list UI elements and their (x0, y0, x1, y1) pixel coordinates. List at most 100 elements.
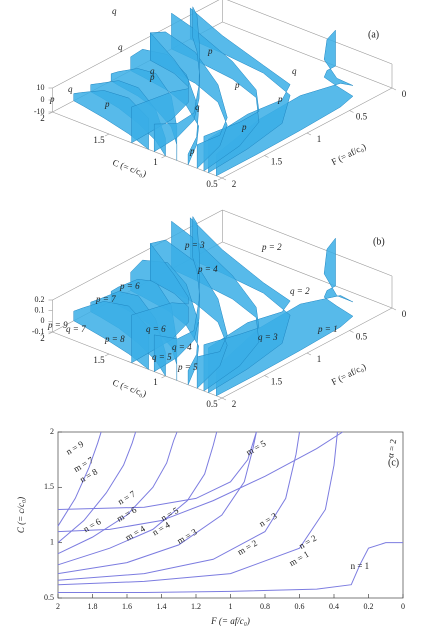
y-tick (306, 352, 312, 356)
x-tick (217, 397, 223, 401)
z-tick-label: -0.1 (32, 327, 45, 336)
dispersion-curve (58, 542, 403, 593)
annotation: p (149, 72, 155, 82)
box-edge (52, 331, 223, 399)
annotation: q = 6 (146, 324, 166, 334)
box-edge (226, 0, 393, 65)
curve-label: n = 1 (351, 561, 370, 571)
annotation: p = 5 (177, 362, 198, 372)
annotation: p (49, 94, 55, 104)
x-tick (161, 375, 166, 379)
x-tick-label: 1 (153, 157, 158, 167)
surface-ribbon (131, 31, 189, 144)
panel-label: (b) (373, 236, 385, 247)
x-tick-label: 1.4 (157, 602, 167, 611)
annotation: q = 2 (290, 286, 310, 296)
annotation: q = 3 (258, 332, 278, 342)
y-axis-label: F (= af/c₀) (330, 361, 368, 387)
curve-label: n = 2 (297, 533, 318, 551)
y-tick (264, 155, 269, 158)
y-tick-label: 0 (402, 309, 407, 319)
annotation: p (277, 94, 283, 104)
x-tick-label: 1.6 (122, 602, 132, 611)
annotation: p (241, 122, 247, 132)
curve-label: n = 7 (116, 488, 138, 506)
x-tick-label: 0.8 (260, 602, 270, 611)
y-tick-label: 1 (317, 134, 322, 144)
surface-ribbon (153, 215, 200, 373)
dispersion-curve (57, 431, 300, 581)
x-tick (104, 353, 110, 357)
dispersion-curve (57, 431, 137, 544)
y-tick (221, 397, 227, 401)
y-tick (349, 110, 354, 113)
y-tick (349, 330, 354, 333)
dispersion-curve (57, 431, 218, 566)
annotation: p (189, 146, 195, 156)
x-tick-label: 0.4 (329, 602, 339, 611)
x-tick-label: 2 (40, 333, 45, 343)
y-tick-label: 0 (402, 89, 407, 99)
surface-ribbon (73, 90, 149, 150)
y-tick-label: 2 (232, 399, 237, 409)
y-tick-label: 0.5 (356, 332, 368, 342)
surface-ribbon (73, 301, 149, 370)
y-tick-label: 1.5 (271, 157, 283, 167)
annotation: p = 2 (261, 242, 282, 252)
curve-label: α = 2 (385, 438, 398, 458)
y-tick (391, 87, 397, 91)
y-tick (391, 307, 397, 311)
x-tick-label: 1.8 (88, 602, 98, 611)
x-tick-label: 1.5 (93, 135, 105, 145)
dispersion-curve (57, 431, 343, 533)
box-edge (222, 209, 393, 277)
x-tick (104, 133, 110, 137)
dispersion-curve (57, 431, 178, 555)
box-edge (222, 241, 393, 309)
dispersion-curve (57, 431, 102, 527)
annotation: p = 8 (104, 334, 125, 344)
x-tick-label: 1 (153, 377, 158, 387)
x-tick-label: 2 (56, 602, 60, 611)
surface-ribbon (131, 242, 189, 364)
x-tick-label: 0 (401, 602, 405, 611)
y-tick-label: 1 (50, 537, 54, 546)
z-tick-label: 10 (37, 83, 45, 92)
y-tick (221, 177, 227, 181)
annotation: p = 9 (47, 320, 68, 330)
surface-ribbon (153, 6, 200, 153)
annotation: q (150, 66, 155, 76)
annotation: p (207, 46, 213, 56)
panel-label: (a) (368, 29, 379, 40)
annotation: q (118, 42, 123, 52)
x-tick-label: 2 (40, 113, 45, 123)
x-tick-label: 0.5 (206, 179, 218, 189)
y-tick-label: 1 (317, 354, 322, 364)
y-axis-label: C (= c/c₀) (16, 497, 26, 533)
dispersion-curve (57, 431, 257, 510)
z-tick-label: 0.2 (35, 295, 45, 304)
x-tick-label: 0.2 (364, 602, 374, 611)
annotation: p = 7 (95, 294, 116, 304)
y-tick-label: 2 (50, 427, 54, 436)
annotation: q (195, 102, 200, 112)
y-tick-label: 1.5 (271, 377, 283, 387)
panel-label: (c) (388, 457, 399, 468)
y-tick (264, 375, 269, 378)
z-tick-label: -10 (34, 107, 45, 116)
annotation: q = 4 (172, 342, 192, 352)
x-tick-label: 1.2 (191, 602, 201, 611)
y-tick-label: 2 (232, 179, 237, 189)
curve-label: n = 9 (64, 439, 86, 457)
curve-label: n = 5 (159, 505, 181, 523)
annotation: p = 4 (197, 264, 218, 274)
x-tick-label: 1 (229, 602, 233, 611)
annotation: p (104, 99, 110, 109)
annotation: q (68, 84, 73, 94)
x-tick-label: 0.5 (206, 399, 218, 409)
plot-frame (57, 431, 404, 599)
annotation: q = 7 (66, 324, 86, 334)
curve-label: m = 3 (175, 526, 199, 545)
annotation: q (292, 66, 297, 76)
